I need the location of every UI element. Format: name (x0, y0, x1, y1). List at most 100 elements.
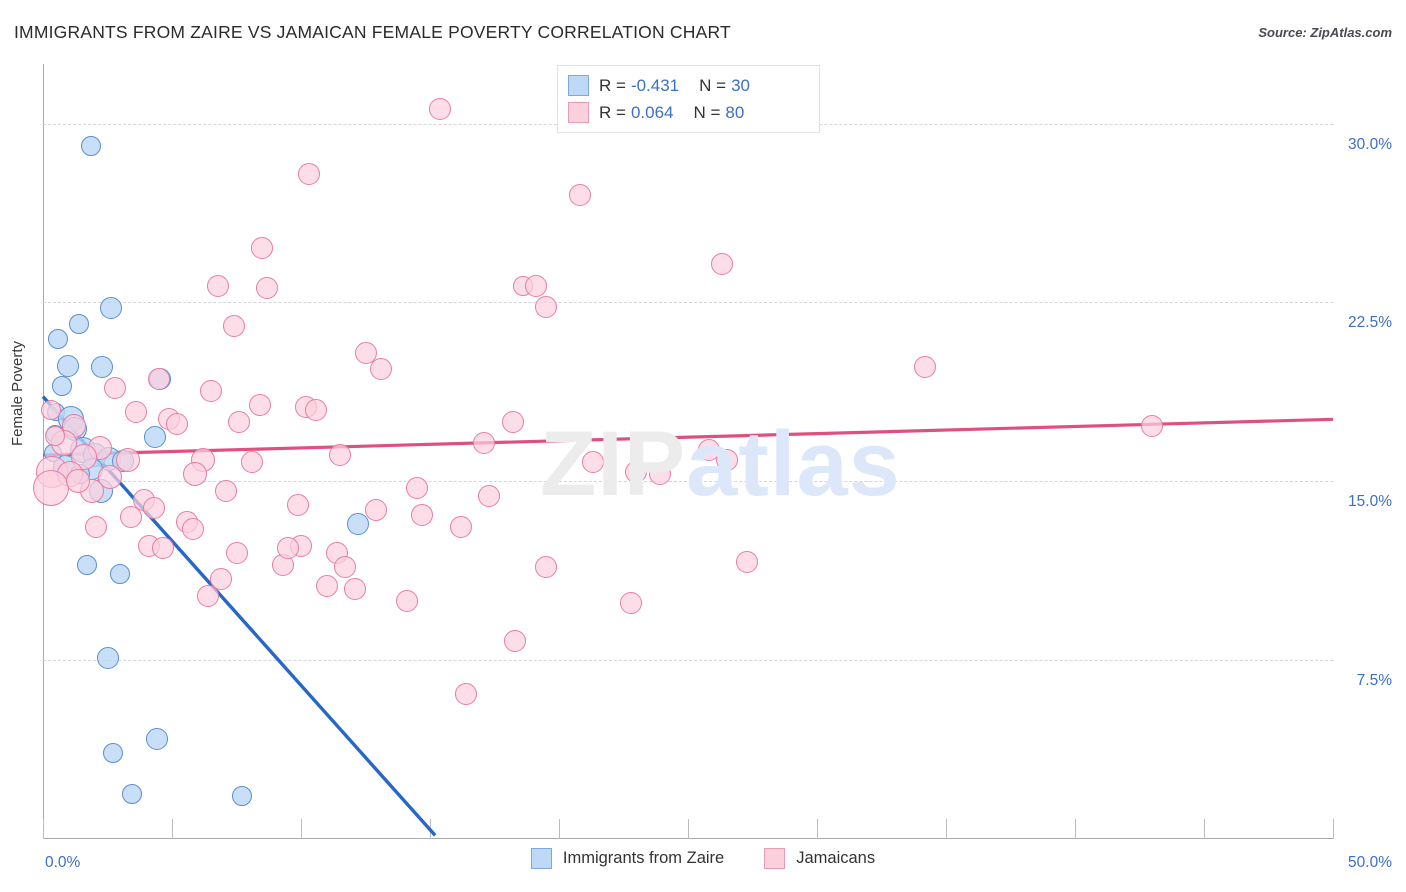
data-point[interactable] (32, 470, 69, 507)
data-point[interactable] (119, 506, 142, 529)
data-point[interactable] (231, 786, 252, 807)
data-point[interactable] (96, 646, 119, 669)
data-point[interactable] (197, 584, 220, 607)
data-point[interactable] (199, 379, 222, 402)
data-point[interactable] (625, 460, 648, 483)
data-point[interactable] (52, 375, 73, 396)
data-point[interactable] (736, 551, 759, 574)
data-point[interactable] (207, 274, 230, 297)
data-point[interactable] (110, 564, 131, 585)
gridline (43, 302, 1333, 304)
data-point[interactable] (56, 354, 79, 377)
data-point[interactable] (124, 401, 147, 424)
data-point[interactable] (305, 398, 328, 421)
data-point[interactable] (76, 554, 97, 575)
data-point[interactable] (648, 463, 671, 486)
data-point[interactable] (1141, 415, 1164, 438)
data-point[interactable] (346, 513, 369, 536)
n-value: 30 (731, 75, 750, 95)
x-tick (301, 819, 302, 839)
data-point[interactable] (116, 447, 141, 472)
data-point[interactable] (395, 589, 418, 612)
data-point[interactable] (581, 451, 604, 474)
x-tick (1204, 819, 1205, 839)
data-point[interactable] (148, 367, 171, 390)
data-point[interactable] (87, 435, 112, 460)
data-point[interactable] (151, 537, 174, 560)
data-point[interactable] (210, 568, 233, 591)
data-point[interactable] (256, 277, 279, 300)
data-point[interactable] (91, 355, 114, 378)
x-tick (559, 819, 560, 839)
data-point[interactable] (535, 556, 558, 579)
data-point[interactable] (100, 297, 123, 320)
data-point[interactable] (44, 426, 65, 446)
y-tick-label: 15.0% (1348, 493, 1392, 511)
legend-item[interactable]: Jamaicans (764, 848, 875, 869)
data-point[interactable] (914, 355, 937, 378)
data-point[interactable] (228, 410, 251, 433)
data-point[interactable] (344, 577, 367, 600)
data-point[interactable] (166, 413, 189, 436)
data-point[interactable] (504, 630, 527, 653)
data-point[interactable] (333, 556, 356, 579)
legend-item-label: Immigrants from Zaire (562, 849, 725, 867)
data-point[interactable] (449, 515, 472, 538)
legend-row: R = -0.431 N = 30 (568, 72, 809, 99)
data-point[interactable] (455, 682, 478, 705)
data-point[interactable] (277, 537, 300, 560)
data-point[interactable] (215, 479, 238, 502)
data-point[interactable] (84, 515, 107, 538)
data-point[interactable] (501, 410, 524, 433)
r-value: -0.431 (630, 75, 680, 95)
data-point[interactable] (524, 274, 547, 297)
data-point[interactable] (473, 432, 496, 455)
data-point[interactable] (144, 426, 167, 449)
data-point[interactable] (225, 541, 248, 564)
data-point[interactable] (535, 296, 558, 319)
correlation-stats-legend: R = -0.431 N = 30 R = 0.064 N = 80 (557, 65, 820, 133)
data-point[interactable] (142, 496, 165, 519)
data-point[interactable] (102, 743, 123, 764)
data-point[interactable] (122, 783, 142, 804)
data-point[interactable] (145, 727, 168, 750)
data-point[interactable] (80, 136, 101, 157)
legend-item[interactable]: Immigrants from Zaire (530, 848, 725, 869)
data-point[interactable] (222, 315, 245, 338)
data-point[interactable] (48, 329, 69, 350)
data-point[interactable] (69, 313, 90, 334)
r-value: 0.064 (630, 102, 674, 122)
data-point[interactable] (710, 253, 733, 276)
data-point[interactable] (328, 444, 351, 467)
trendline (42, 417, 1334, 457)
data-point[interactable] (364, 498, 387, 521)
data-point[interactable] (406, 477, 429, 500)
legend-swatch (568, 102, 589, 123)
data-point[interactable] (411, 503, 434, 526)
y-tick-label: 7.5% (1356, 672, 1392, 690)
data-point[interactable] (65, 469, 90, 494)
data-point[interactable] (568, 184, 591, 207)
data-point[interactable] (354, 341, 377, 364)
data-point[interactable] (369, 358, 392, 381)
x-tick (688, 819, 689, 839)
data-point[interactable] (240, 451, 263, 474)
data-point[interactable] (287, 494, 310, 517)
y-tick-label: 30.0% (1348, 135, 1392, 153)
data-point[interactable] (715, 448, 738, 471)
data-point[interactable] (251, 236, 274, 259)
data-point[interactable] (40, 399, 61, 420)
data-point[interactable] (315, 575, 338, 598)
data-point[interactable] (183, 462, 208, 487)
data-point[interactable] (248, 394, 271, 416)
data-point[interactable] (104, 377, 127, 400)
n-label: N = (693, 102, 721, 122)
x-tick (43, 819, 44, 839)
data-point[interactable] (620, 591, 643, 614)
data-point[interactable] (478, 484, 501, 507)
data-point[interactable] (181, 518, 204, 540)
r-label: R = (599, 75, 626, 95)
data-point[interactable] (429, 98, 452, 121)
data-point[interactable] (297, 162, 320, 185)
x-tick (1333, 819, 1334, 839)
